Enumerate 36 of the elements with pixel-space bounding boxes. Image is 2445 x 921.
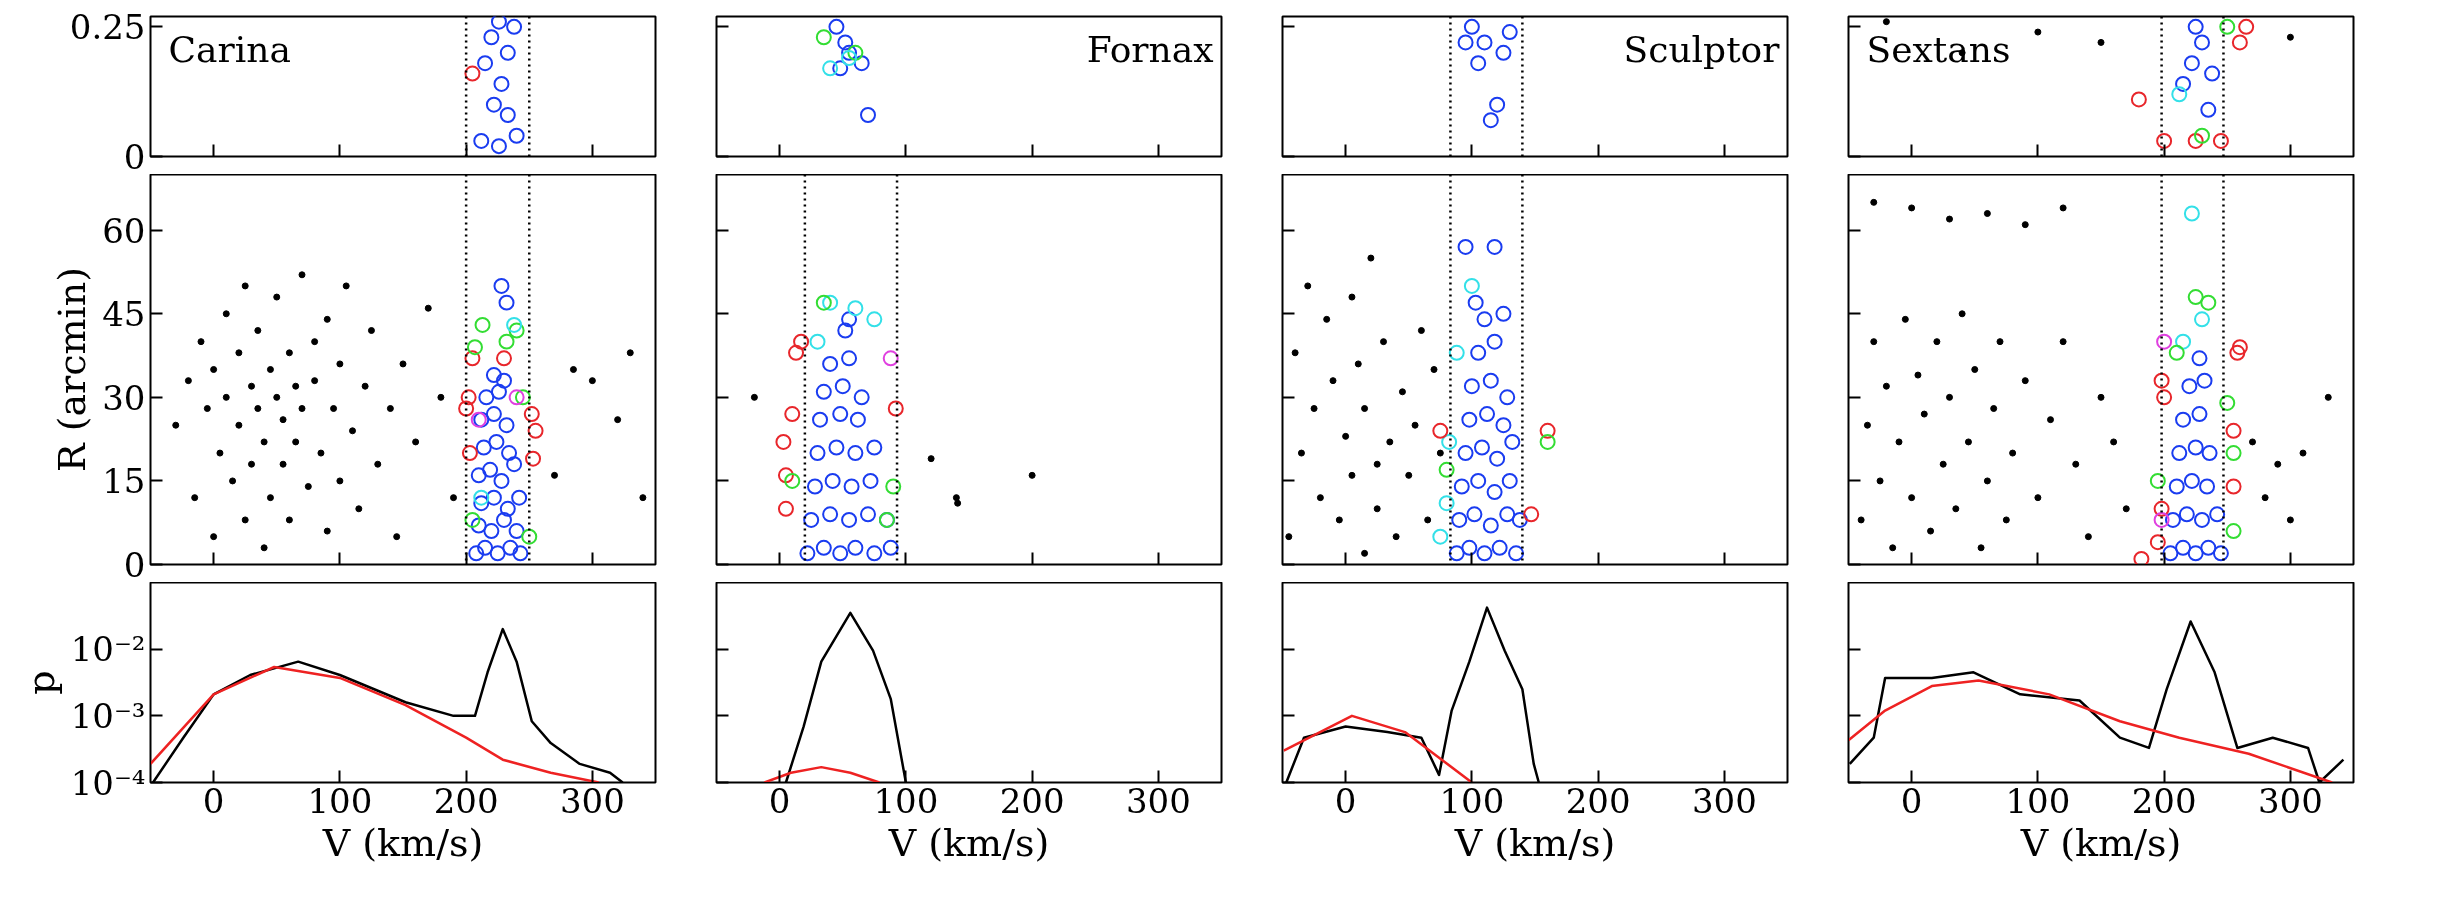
x-tick-label: 100 <box>2005 780 2071 821</box>
x-tick-label: 100 <box>1439 780 1505 821</box>
x-tick-label: 300 <box>2257 780 2323 821</box>
x-tick-label: 200 <box>433 780 499 821</box>
y-axis-title: R (arcmin) <box>50 266 95 473</box>
x-tick-label: 0 <box>1334 780 1357 821</box>
annotation: Sextans <box>1866 28 2011 70</box>
annotation: Fornax <box>1086 28 1214 70</box>
y-tick-label: 0 <box>123 545 146 585</box>
x-tick-label: 0 <box>1900 780 1923 821</box>
y-tick-label: 0 <box>123 137 146 177</box>
y-tick-label: 60 <box>102 210 146 251</box>
x-axis-title: V (km/s) <box>2019 820 2182 865</box>
x-tick-label: 0 <box>768 780 791 821</box>
annotation: Sculptor <box>1623 28 1781 70</box>
y-tick-label: 15 <box>102 461 146 502</box>
y-tick-label: 30 <box>102 377 146 418</box>
x-tick-label: 100 <box>307 780 373 821</box>
y-tick-label: 10⁻³ <box>70 695 146 736</box>
x-tick-label: 200 <box>2131 780 2197 821</box>
y-tick-label: 10⁻² <box>70 629 146 670</box>
x-tick-label: 300 <box>1125 780 1191 821</box>
x-tick-label: 200 <box>1565 780 1631 821</box>
x-tick-label: 100 <box>873 780 939 821</box>
x-tick-label: 300 <box>559 780 625 821</box>
x-tick-label: 300 <box>1691 780 1757 821</box>
x-axis-title: V (km/s) <box>887 820 1050 865</box>
y-axis-title: p <box>18 670 63 695</box>
x-axis-title: V (km/s) <box>321 820 484 865</box>
y-tick-label: 10⁻⁴ <box>70 762 146 803</box>
x-tick-label: 0 <box>202 780 225 821</box>
x-tick-label: 200 <box>999 780 1065 821</box>
x-axis-title: V (km/s) <box>1453 820 1616 865</box>
annotation: Carina <box>168 28 291 70</box>
y-tick-label: 45 <box>102 294 146 335</box>
y-tick-label: 0.25 <box>69 7 146 48</box>
